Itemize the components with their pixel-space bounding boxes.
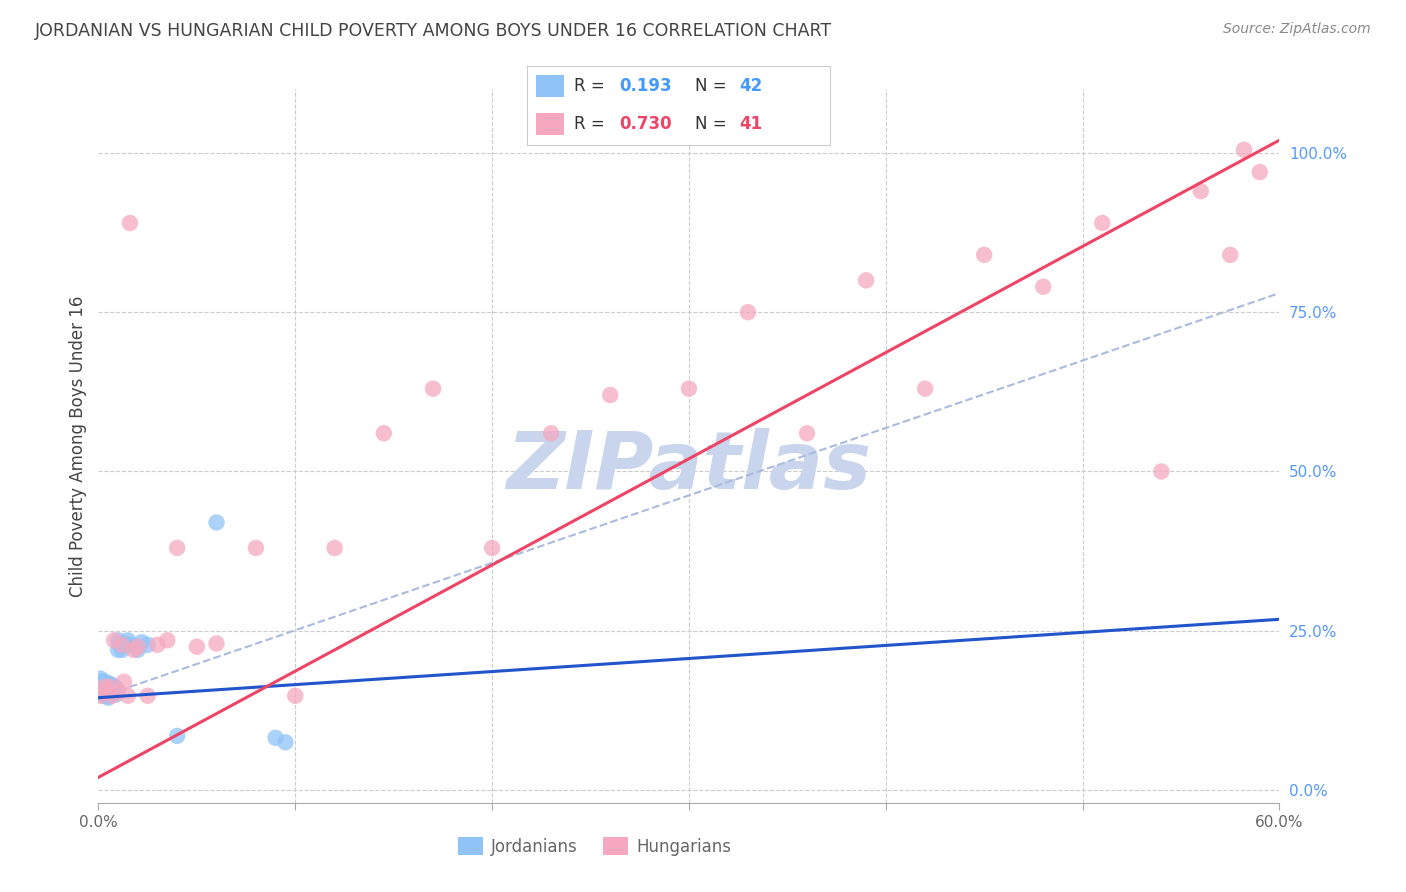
Point bbox=[112, 636, 135, 650]
Point bbox=[91, 674, 114, 689]
Point bbox=[89, 684, 111, 698]
Point bbox=[323, 541, 346, 555]
Text: N =: N = bbox=[695, 115, 733, 133]
Point bbox=[93, 689, 115, 703]
Point bbox=[1189, 184, 1212, 198]
Point bbox=[166, 541, 188, 555]
Text: JORDANIAN VS HUNGARIAN CHILD POVERTY AMONG BOYS UNDER 16 CORRELATION CHART: JORDANIAN VS HUNGARIAN CHILD POVERTY AMO… bbox=[35, 22, 832, 40]
Point bbox=[373, 426, 395, 441]
Point bbox=[97, 676, 120, 690]
Point bbox=[97, 681, 120, 695]
Point bbox=[284, 689, 307, 703]
Point bbox=[737, 305, 759, 319]
Point bbox=[131, 635, 153, 649]
Point bbox=[1150, 465, 1173, 479]
Point bbox=[1249, 165, 1271, 179]
Point bbox=[89, 672, 111, 686]
Point bbox=[121, 638, 143, 652]
Y-axis label: Child Poverty Among Boys Under 16: Child Poverty Among Boys Under 16 bbox=[69, 295, 87, 597]
Point bbox=[274, 735, 297, 749]
Point bbox=[115, 638, 138, 652]
Point bbox=[103, 686, 125, 700]
Point bbox=[127, 643, 149, 657]
Point bbox=[855, 273, 877, 287]
Point bbox=[96, 680, 118, 694]
Point bbox=[89, 678, 111, 692]
Point bbox=[91, 684, 114, 698]
Point bbox=[205, 636, 228, 650]
Point bbox=[136, 638, 159, 652]
Text: R =: R = bbox=[574, 77, 610, 95]
Point bbox=[122, 643, 145, 657]
Point bbox=[103, 633, 125, 648]
Point bbox=[540, 426, 562, 441]
Point bbox=[796, 426, 818, 441]
Point bbox=[1032, 279, 1054, 293]
Point bbox=[1219, 248, 1241, 262]
Point bbox=[101, 678, 124, 692]
Point bbox=[107, 684, 129, 698]
Point bbox=[112, 674, 135, 689]
Point bbox=[96, 684, 118, 698]
Point bbox=[93, 674, 115, 689]
Point bbox=[105, 688, 128, 702]
Point bbox=[93, 684, 115, 698]
Point bbox=[98, 684, 121, 698]
Point bbox=[205, 516, 228, 530]
Point bbox=[101, 682, 124, 697]
Point bbox=[105, 681, 128, 695]
Point bbox=[97, 690, 120, 705]
Point bbox=[97, 684, 120, 698]
Text: 42: 42 bbox=[740, 77, 762, 95]
Text: 41: 41 bbox=[740, 115, 762, 133]
Text: 0.730: 0.730 bbox=[620, 115, 672, 133]
Point bbox=[93, 680, 115, 694]
Point bbox=[93, 680, 115, 694]
Point bbox=[96, 689, 118, 703]
Point bbox=[97, 686, 120, 700]
Point bbox=[481, 541, 503, 555]
Point bbox=[91, 688, 114, 702]
FancyBboxPatch shape bbox=[536, 113, 564, 135]
Point bbox=[98, 689, 121, 703]
Text: Source: ZipAtlas.com: Source: ZipAtlas.com bbox=[1223, 22, 1371, 37]
Text: ZIPatlas: ZIPatlas bbox=[506, 428, 872, 507]
Point bbox=[89, 689, 111, 703]
Point bbox=[117, 689, 139, 703]
Point bbox=[1233, 143, 1256, 157]
Point bbox=[127, 640, 149, 654]
Point bbox=[156, 633, 179, 648]
Point bbox=[1091, 216, 1114, 230]
Point bbox=[166, 729, 188, 743]
Point bbox=[103, 680, 125, 694]
Text: 0.193: 0.193 bbox=[620, 77, 672, 95]
Point bbox=[101, 689, 124, 703]
FancyBboxPatch shape bbox=[536, 76, 564, 97]
Point bbox=[422, 382, 444, 396]
Legend: Jordanians, Hungarians: Jordanians, Hungarians bbox=[451, 830, 738, 863]
Point bbox=[111, 643, 134, 657]
Point bbox=[108, 638, 131, 652]
Point bbox=[973, 248, 995, 262]
Point bbox=[98, 680, 121, 694]
Point bbox=[914, 382, 936, 396]
Point bbox=[245, 541, 267, 555]
Point bbox=[91, 681, 114, 695]
Point bbox=[264, 731, 287, 745]
Point bbox=[101, 688, 124, 702]
Point bbox=[117, 633, 139, 648]
Point bbox=[186, 640, 208, 654]
Point bbox=[111, 638, 134, 652]
Point bbox=[98, 680, 121, 694]
Point bbox=[118, 216, 141, 230]
Text: N =: N = bbox=[695, 77, 733, 95]
Point bbox=[678, 382, 700, 396]
Text: R =: R = bbox=[574, 115, 610, 133]
Point bbox=[107, 643, 129, 657]
Point bbox=[107, 633, 129, 648]
Point bbox=[146, 638, 169, 652]
Point bbox=[136, 689, 159, 703]
Point bbox=[599, 388, 621, 402]
